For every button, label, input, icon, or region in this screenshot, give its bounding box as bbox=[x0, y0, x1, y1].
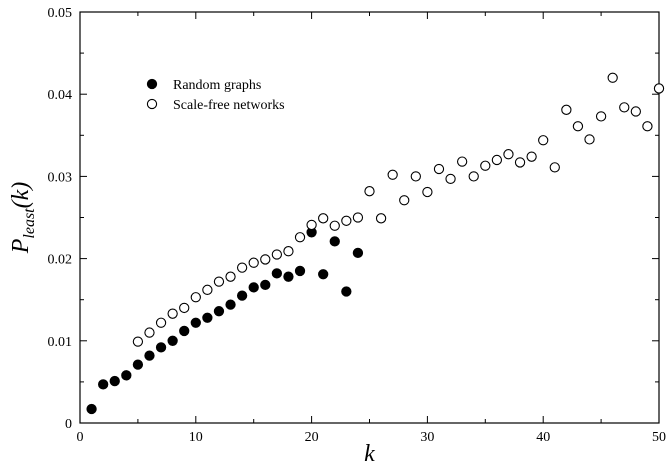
data-point bbox=[329, 220, 340, 231]
data-point bbox=[364, 186, 375, 197]
x-tick-label: 50 bbox=[652, 430, 666, 445]
data-point bbox=[468, 171, 479, 182]
x-tick-label: 40 bbox=[536, 430, 550, 445]
y-axis-label-main: P bbox=[8, 238, 34, 254]
data-point bbox=[329, 236, 340, 247]
data-point bbox=[433, 163, 445, 175]
data-point bbox=[538, 135, 549, 146]
y-tick-label: 0.05 bbox=[48, 6, 73, 21]
data-point bbox=[248, 257, 259, 268]
data-point bbox=[179, 302, 190, 314]
data-point bbox=[456, 156, 468, 167]
data-point bbox=[260, 254, 271, 265]
data-point bbox=[121, 370, 132, 381]
data-point bbox=[352, 247, 364, 258]
data-point bbox=[526, 151, 537, 162]
data-point bbox=[341, 286, 352, 297]
data-point bbox=[422, 186, 433, 198]
x-tick-label: 10 bbox=[189, 430, 203, 445]
data-point bbox=[202, 284, 213, 295]
data-point bbox=[561, 104, 572, 115]
data-point bbox=[549, 162, 560, 173]
data-point bbox=[260, 279, 271, 291]
data-point bbox=[410, 171, 421, 182]
data-point bbox=[352, 212, 364, 223]
legend: Random graphs Scale-free networks bbox=[146, 78, 285, 113]
data-point bbox=[155, 317, 167, 328]
data-point bbox=[167, 335, 178, 346]
y-axis-label: Pleast(k) bbox=[8, 182, 38, 255]
legend-marker bbox=[146, 98, 158, 110]
data-point bbox=[190, 292, 201, 303]
data-point bbox=[503, 149, 514, 160]
data-points bbox=[86, 72, 665, 415]
y-axis-ticks: 0 0.01 0.02 0.03 0.04 0.05 bbox=[48, 6, 659, 432]
data-point bbox=[155, 342, 167, 353]
plot-frame bbox=[79, 11, 660, 424]
data-point bbox=[248, 282, 259, 293]
data-point bbox=[213, 306, 225, 317]
data-point bbox=[132, 336, 144, 347]
data-point bbox=[341, 215, 352, 226]
data-point bbox=[271, 249, 283, 260]
data-point bbox=[283, 246, 294, 257]
data-point bbox=[144, 350, 155, 361]
y-axis-label-subscript: least bbox=[21, 208, 38, 239]
data-point bbox=[630, 106, 641, 117]
data-point bbox=[98, 379, 109, 390]
data-point bbox=[225, 271, 236, 282]
data-point bbox=[318, 269, 329, 280]
x-tick-label: 30 bbox=[420, 430, 434, 445]
data-point bbox=[653, 83, 665, 94]
data-point bbox=[109, 375, 120, 387]
data-point bbox=[445, 173, 456, 185]
data-point bbox=[399, 195, 410, 206]
legend-label: Random graphs bbox=[173, 78, 261, 93]
data-point bbox=[595, 111, 607, 122]
data-point bbox=[144, 327, 155, 338]
data-point bbox=[132, 359, 144, 370]
series-random-graphs bbox=[86, 227, 364, 415]
data-point bbox=[271, 268, 283, 279]
data-point bbox=[619, 102, 630, 113]
x-axis-ticks: 0 10 20 30 40 50 bbox=[77, 12, 666, 445]
data-point bbox=[607, 72, 618, 83]
data-point bbox=[387, 169, 398, 180]
data-point bbox=[294, 265, 306, 277]
data-point bbox=[491, 154, 503, 166]
legend-label: Scale-free networks bbox=[173, 98, 285, 113]
data-point bbox=[375, 213, 387, 224]
data-point bbox=[236, 290, 248, 301]
y-tick-label: 0.03 bbox=[48, 170, 73, 185]
data-point bbox=[283, 271, 294, 282]
data-point bbox=[318, 213, 329, 224]
legend-marker bbox=[146, 78, 158, 90]
data-point bbox=[642, 121, 653, 132]
y-tick-label: 0.04 bbox=[48, 88, 73, 103]
data-point bbox=[306, 219, 317, 231]
data-point bbox=[86, 403, 97, 415]
data-point bbox=[480, 160, 491, 171]
data-point bbox=[213, 276, 225, 287]
data-point bbox=[514, 157, 526, 168]
data-point bbox=[179, 325, 190, 337]
data-point bbox=[572, 121, 584, 132]
x-axis-label: k bbox=[364, 441, 375, 466]
y-tick-label: 0.02 bbox=[48, 253, 73, 268]
data-point bbox=[294, 232, 306, 243]
data-point bbox=[584, 134, 595, 145]
series-scale-free-networks bbox=[132, 72, 665, 347]
x-tick-label: 20 bbox=[305, 430, 319, 445]
x-tick-label: 0 bbox=[77, 430, 84, 445]
data-point bbox=[190, 317, 201, 328]
data-point bbox=[236, 262, 248, 273]
data-point bbox=[167, 308, 178, 319]
y-axis-label-suffix: (k) bbox=[8, 182, 34, 209]
y-tick-label: 0 bbox=[65, 417, 72, 432]
y-tick-label: 0.01 bbox=[48, 335, 73, 350]
data-point bbox=[202, 312, 213, 323]
plot-area: 0 10 20 30 40 50 0 0.01 0.02 0.03 0.04 0.05 bbox=[48, 6, 667, 445]
data-point bbox=[225, 299, 236, 310]
